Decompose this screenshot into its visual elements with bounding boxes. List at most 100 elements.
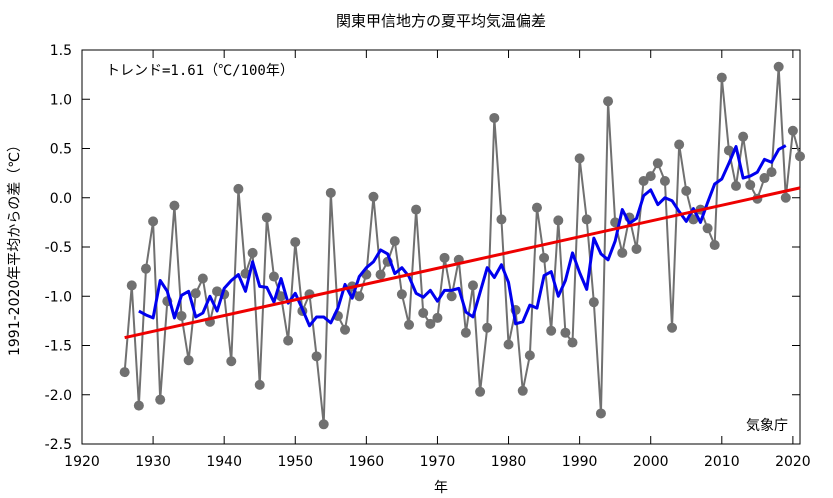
- y-tick-label: -2.0: [45, 388, 72, 404]
- x-tick-label: 2010: [704, 454, 740, 470]
- y-tick-label: -0.5: [45, 240, 72, 256]
- annual-data-point: [404, 319, 415, 330]
- annual-data-point: [652, 158, 663, 169]
- annual-data-point: [233, 183, 244, 194]
- annual-data-point: [133, 400, 144, 411]
- annual-data-point: [638, 176, 649, 186]
- annual-data-point: [702, 223, 713, 234]
- annual-data-point: [688, 214, 699, 225]
- annual-data-point: [467, 280, 478, 291]
- annual-data-point: [595, 408, 606, 419]
- x-axis-label: 年: [434, 480, 448, 496]
- annual-data-point: [176, 310, 187, 321]
- annual-data-point: [716, 72, 727, 83]
- annual-data-point: [546, 325, 557, 336]
- annual-data-point: [681, 185, 692, 196]
- y-tick-label: -2.5: [45, 437, 72, 453]
- annual-data-point: [780, 192, 791, 203]
- annual-data-point: [745, 179, 756, 190]
- x-tick-label: 1940: [206, 454, 242, 470]
- annual-data-point: [418, 308, 429, 318]
- annual-data-point: [375, 269, 386, 280]
- y-axis: 1.5 1.0 0.5 0.0 -0.5 -1.0 -1.5 -2.0 -2.5: [45, 43, 800, 453]
- annual-data-point: [567, 337, 578, 348]
- trend-annotation: トレンド=1.61（℃/100年）: [106, 63, 294, 79]
- annual-data-point: [126, 280, 137, 291]
- x-tick-label: 2020: [775, 454, 811, 470]
- annual-data-point: [531, 202, 542, 213]
- y-tick-label: -1.5: [45, 339, 72, 355]
- annual-data-point: [261, 212, 272, 223]
- annual-data-point: [460, 327, 471, 338]
- annual-data-point: [709, 240, 720, 251]
- annual-data-point: [169, 200, 180, 211]
- annual-data-point: [119, 367, 130, 378]
- annual-data-point: [183, 355, 194, 366]
- annual-data-point: [247, 247, 258, 258]
- annual-data-point: [631, 243, 642, 254]
- x-tick-label: 1930: [135, 454, 171, 470]
- x-tick-label: 1970: [420, 454, 456, 470]
- y-tick-label: -1.0: [45, 289, 72, 305]
- x-tick-label: 1950: [277, 454, 313, 470]
- annual-data-point: [489, 112, 500, 123]
- plot-frame: [81, 49, 801, 445]
- x-tick-label: 1980: [491, 454, 527, 470]
- series-layer: [119, 61, 805, 430]
- annual-data-point: [197, 273, 208, 284]
- annual-data-point: [674, 139, 685, 150]
- annual-data-point: [588, 297, 599, 308]
- annual-data-point: [439, 252, 450, 263]
- chart-title: 関東甲信地方の夏平均気温偏差: [336, 12, 546, 30]
- annual-data-point: [411, 204, 422, 215]
- annual-data-point: [190, 288, 201, 299]
- annual-data-point: [140, 263, 151, 274]
- y-tick-label: 0.5: [50, 142, 72, 158]
- annual-data-point: [389, 236, 400, 247]
- annual-data-point: [787, 125, 798, 136]
- annual-data-point: [496, 214, 507, 225]
- annual-data-point: [148, 216, 159, 227]
- annual-data-point: [446, 291, 457, 302]
- annual-data-point: [226, 356, 237, 367]
- annual-data-point: [425, 318, 436, 329]
- x-axis: 1920 1930 1940 1950 1960 1970 1980 1990 2000 2010…: [64, 50, 811, 470]
- annual-series-line: [123, 66, 801, 425]
- x-tick-label: 1960: [349, 454, 385, 470]
- annual-data-point: [318, 419, 329, 430]
- annual-data-point: [475, 386, 486, 397]
- y-axis-label: 1991-2020年平均からの差（℃）: [7, 138, 23, 356]
- annual-data-point: [766, 167, 777, 178]
- annual-data-point: [659, 176, 670, 186]
- source-credit: 気象庁: [746, 418, 788, 434]
- y-tick-label: 1.0: [50, 92, 72, 108]
- x-tick-label: 1990: [562, 454, 598, 470]
- annual-data-point: [759, 173, 770, 184]
- annual-data-point: [517, 385, 528, 396]
- annual-data-point: [617, 247, 628, 258]
- annual-data-point: [254, 379, 265, 390]
- annual-data-point: [503, 339, 514, 350]
- annual-data-point: [795, 151, 805, 162]
- x-tick-label: 1920: [64, 454, 100, 470]
- annual-data-point: [482, 322, 493, 333]
- annual-data-point: [396, 289, 407, 300]
- annual-data-point: [645, 171, 656, 182]
- annual-data-point: [155, 394, 166, 405]
- y-tick-label: 0.0: [50, 191, 72, 207]
- annual-data-point: [731, 180, 742, 191]
- y-tick-label: 1.5: [50, 43, 72, 59]
- annual-data-point: [723, 145, 734, 156]
- annual-data-point: [340, 324, 351, 335]
- annual-data-point: [311, 351, 322, 362]
- moving-average-line: [138, 144, 787, 328]
- annual-data-point: [283, 335, 294, 346]
- annual-data-point: [667, 322, 678, 333]
- annual-data-point: [354, 291, 365, 302]
- annual-data-point: [553, 215, 564, 226]
- annual-data-point: [268, 271, 279, 282]
- annual-data-point: [773, 61, 784, 72]
- annual-data-point: [560, 327, 571, 338]
- annual-data-point: [574, 153, 585, 164]
